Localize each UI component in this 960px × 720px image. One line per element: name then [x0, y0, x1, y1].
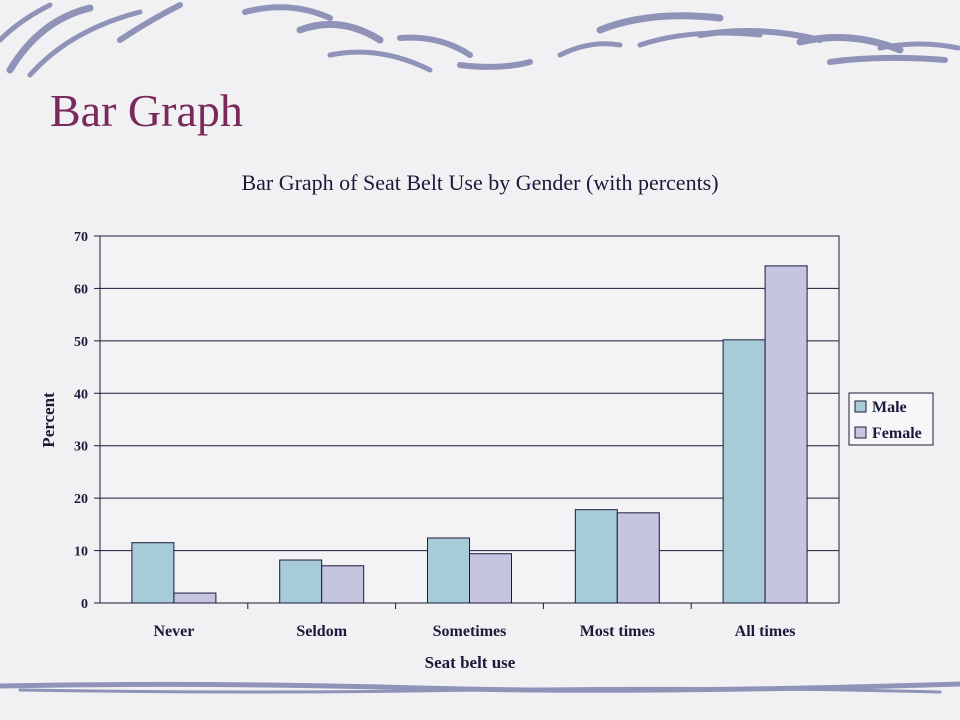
legend-swatch-male [854, 400, 867, 413]
bar-female-most-times [616, 512, 660, 604]
legend-label-female: Female [872, 425, 922, 442]
x-axis-label: Seat belt use [425, 653, 516, 672]
bar-male-seldom [279, 559, 323, 604]
y-tick-label: 50 [74, 335, 88, 350]
x-tick-label: Never [153, 623, 194, 640]
y-tick-label: 60 [74, 282, 88, 297]
bars [131, 265, 808, 604]
bar-male-most-times [574, 509, 618, 604]
bar-male-all-times [722, 339, 766, 604]
bar-male-never [131, 542, 175, 604]
y-tick-label: 20 [74, 492, 88, 507]
top-decoration [0, 2, 960, 78]
y-tick-label: 40 [74, 387, 88, 402]
legend-swatch-female [854, 426, 867, 439]
x-tick-label: All times [735, 623, 796, 640]
y-tick-label: 10 [74, 545, 88, 560]
bar-female-never [173, 592, 217, 604]
x-tick-label: Most times [580, 623, 655, 640]
x-tick-label: Seldom [296, 623, 347, 640]
x-tick-labels: Never Seldom Sometimes Most times All times [153, 603, 796, 640]
slide-title: Bar Graph [50, 85, 243, 136]
y-tick-label: 30 [74, 440, 88, 455]
bar-female-seldom [321, 565, 365, 604]
bar-male-sometimes [427, 537, 470, 604]
x-tick-label: Sometimes [433, 623, 507, 640]
bar-female-all-times [764, 265, 808, 604]
bottom-decoration [0, 681, 960, 694]
bar-female-sometimes [469, 553, 512, 604]
y-tick-labels: 0 10 20 30 40 50 60 70 [74, 230, 88, 612]
legend-label-male: Male [872, 399, 907, 416]
y-axis-label: Percent [39, 392, 58, 448]
chart-title: Bar Graph of Seat Belt Use by Gender (wi… [241, 170, 718, 195]
y-tick-label: 0 [81, 597, 88, 612]
legend: Male Female [848, 392, 934, 446]
y-tick-label: 70 [74, 230, 88, 245]
